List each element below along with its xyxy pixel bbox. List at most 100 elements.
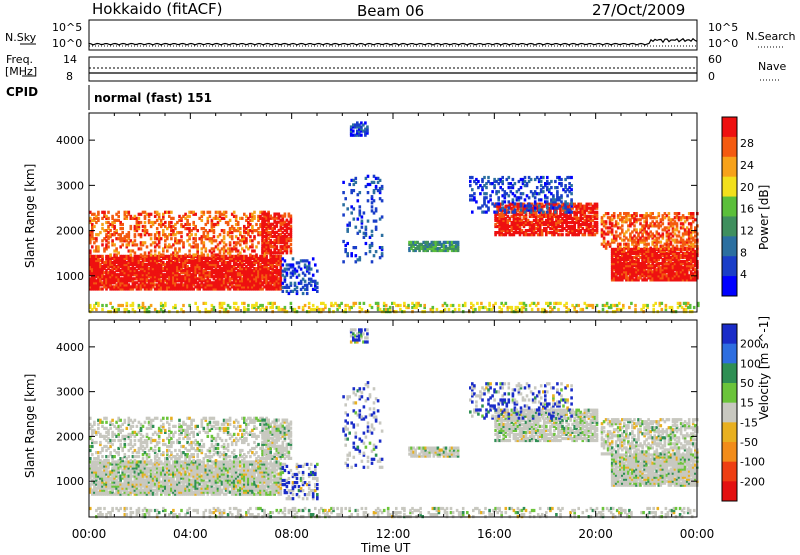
data-cell: [538, 204, 541, 207]
data-cell: [284, 306, 287, 309]
data-cell: [554, 180, 557, 183]
data-cell: [497, 196, 500, 199]
data-cell: [164, 302, 167, 305]
data-cell: [344, 248, 347, 251]
data-cell: [172, 217, 175, 220]
data-cell: [188, 253, 191, 256]
data-cell: [215, 239, 218, 242]
data-cell: [621, 228, 624, 231]
data-cell: [546, 176, 549, 179]
data-cell: [520, 186, 523, 189]
data-cell: [310, 268, 313, 271]
data-cell: [352, 130, 355, 133]
data-cell: [635, 228, 638, 231]
data-cell: [251, 225, 254, 228]
data-cell: [265, 306, 268, 309]
data-cell: [101, 243, 104, 246]
data-cell: [363, 302, 366, 305]
data-cell: [566, 194, 569, 197]
data-cell: [619, 212, 622, 215]
data-cell: [522, 192, 525, 195]
data-cell: [113, 243, 116, 246]
data-cell: [471, 176, 474, 179]
data-cell: [474, 308, 477, 311]
data-cell: [158, 213, 161, 216]
data-cell: [371, 306, 374, 309]
data-cell: [560, 194, 563, 197]
data-cell: [637, 247, 640, 250]
data-cell: [615, 230, 618, 233]
data-cell: [255, 245, 258, 248]
data-cell: [355, 181, 358, 184]
data-cell: [607, 212, 610, 215]
data-cell: [369, 250, 372, 253]
data-cell: [485, 186, 488, 189]
data-cell: [348, 183, 351, 186]
data-cell: [253, 235, 256, 238]
data-cell: [353, 189, 356, 192]
data-cell: [328, 308, 331, 311]
data-cell: [491, 190, 494, 193]
data-cell: [229, 306, 232, 309]
data-cell: [101, 304, 104, 307]
data-cell: [471, 211, 474, 214]
data-cell: [223, 229, 226, 232]
data-cell: [554, 211, 557, 214]
data-cell: [342, 181, 345, 184]
data-cell: [253, 249, 256, 252]
data-cell: [196, 229, 199, 232]
data-cell: [364, 121, 367, 124]
data-cell: [188, 249, 191, 252]
data-cell: [662, 222, 665, 225]
data-cell: [162, 229, 165, 232]
data-cell: [134, 233, 137, 236]
data-cell: [97, 217, 100, 220]
data-cell: [194, 233, 197, 236]
data-cell: [528, 196, 531, 199]
data-cell: [350, 211, 353, 214]
data-cell: [160, 237, 163, 240]
data-cell: [101, 255, 104, 258]
data-cell: [290, 243, 293, 246]
data-cell: [308, 261, 311, 264]
data-cell: [375, 185, 378, 188]
data-cell: [314, 263, 317, 266]
data-cell: [107, 245, 110, 248]
data-cell: [174, 304, 177, 307]
data-cell: [344, 197, 347, 200]
data-cell: [312, 304, 315, 307]
data-cell: [355, 302, 358, 305]
data-cell: [273, 302, 276, 305]
data-cell: [194, 302, 197, 305]
data-cell: [225, 243, 228, 246]
data-cell: [373, 199, 376, 202]
data-cell: [219, 233, 222, 236]
data-cell: [109, 253, 112, 256]
data-cell: [596, 211, 599, 214]
data-cell: [662, 232, 665, 235]
data-cell: [359, 209, 362, 212]
data-cell: [611, 228, 614, 231]
data-cell: [446, 304, 449, 307]
data-cell: [109, 229, 112, 232]
data-cell: [371, 260, 374, 263]
data-cell: [136, 243, 139, 246]
data-cell: [353, 218, 356, 221]
data-cell: [508, 211, 511, 214]
data-cell: [458, 304, 461, 307]
data-cell: [485, 192, 488, 195]
data-cell: [144, 251, 147, 254]
data-cell: [493, 184, 496, 187]
data-cell: [134, 251, 137, 254]
data-cell: [91, 245, 94, 248]
data-cell: [676, 222, 679, 225]
data-cell: [257, 241, 260, 244]
data-cell: [180, 235, 183, 238]
data-cell: [316, 270, 319, 273]
data-cell: [290, 302, 293, 305]
data-cell: [379, 179, 382, 182]
data-cell: [296, 290, 299, 293]
data-cell: [373, 254, 376, 257]
data-cell: [377, 302, 380, 305]
